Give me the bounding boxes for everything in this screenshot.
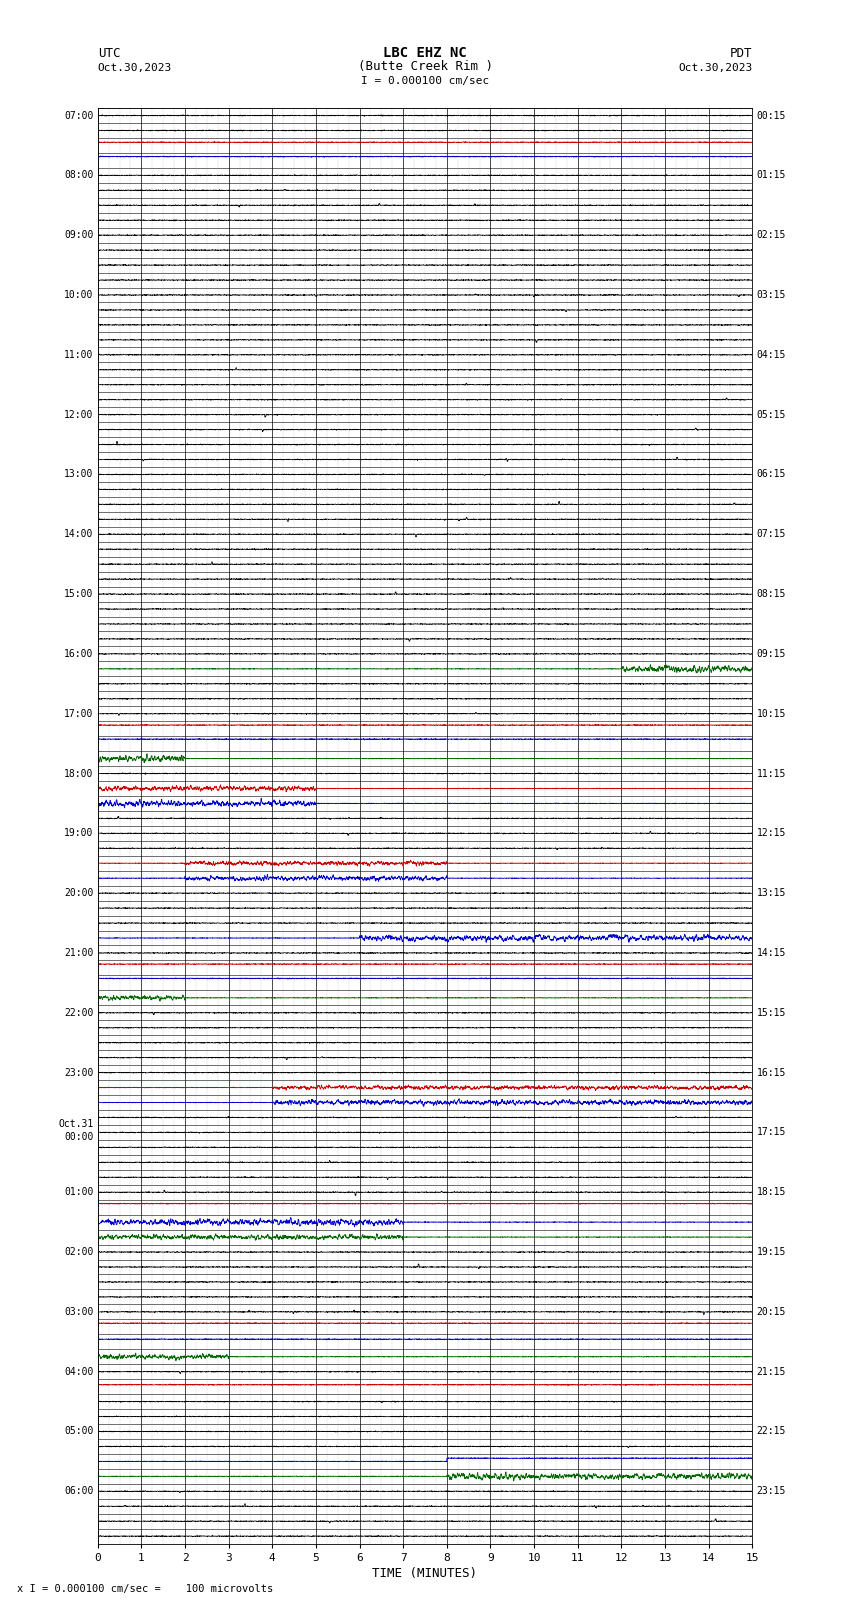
Text: 14:00: 14:00 <box>64 529 94 539</box>
Text: 17:15: 17:15 <box>756 1127 786 1137</box>
Text: 05:00: 05:00 <box>64 1426 94 1437</box>
Text: 21:15: 21:15 <box>756 1366 786 1376</box>
Text: 09:15: 09:15 <box>756 648 786 658</box>
Text: 08:15: 08:15 <box>756 589 786 598</box>
Text: x I = 0.000100 cm/sec =    100 microvolts: x I = 0.000100 cm/sec = 100 microvolts <box>17 1584 273 1594</box>
Text: 01:00: 01:00 <box>64 1187 94 1197</box>
Text: 11:00: 11:00 <box>64 350 94 360</box>
Text: 07:00: 07:00 <box>64 111 94 121</box>
Text: 18:00: 18:00 <box>64 768 94 779</box>
Text: 09:00: 09:00 <box>64 231 94 240</box>
Text: 18:15: 18:15 <box>756 1187 786 1197</box>
Text: 04:15: 04:15 <box>756 350 786 360</box>
Text: 11:15: 11:15 <box>756 768 786 779</box>
Text: 20:15: 20:15 <box>756 1307 786 1316</box>
Text: 03:15: 03:15 <box>756 290 786 300</box>
Text: 01:15: 01:15 <box>756 171 786 181</box>
Text: 15:15: 15:15 <box>756 1008 786 1018</box>
Text: 14:15: 14:15 <box>756 948 786 958</box>
Text: 21:00: 21:00 <box>64 948 94 958</box>
Text: 02:00: 02:00 <box>64 1247 94 1257</box>
Text: 00:15: 00:15 <box>756 111 786 121</box>
X-axis label: TIME (MINUTES): TIME (MINUTES) <box>372 1566 478 1579</box>
Text: 10:00: 10:00 <box>64 290 94 300</box>
Text: 19:15: 19:15 <box>756 1247 786 1257</box>
Text: 13:15: 13:15 <box>756 889 786 898</box>
Text: 15:00: 15:00 <box>64 589 94 598</box>
Text: 12:15: 12:15 <box>756 829 786 839</box>
Text: 22:15: 22:15 <box>756 1426 786 1437</box>
Text: 04:00: 04:00 <box>64 1366 94 1376</box>
Text: 23:00: 23:00 <box>64 1068 94 1077</box>
Text: (Butte Creek Rim ): (Butte Creek Rim ) <box>358 60 492 73</box>
Text: PDT: PDT <box>730 47 752 60</box>
Text: 17:00: 17:00 <box>64 708 94 719</box>
Text: 02:15: 02:15 <box>756 231 786 240</box>
Text: 20:00: 20:00 <box>64 889 94 898</box>
Text: 06:00: 06:00 <box>64 1486 94 1497</box>
Text: 16:00: 16:00 <box>64 648 94 658</box>
Text: LBC EHZ NC: LBC EHZ NC <box>383 47 467 60</box>
Text: Oct.31: Oct.31 <box>59 1119 94 1129</box>
Text: 03:00: 03:00 <box>64 1307 94 1316</box>
Text: 05:15: 05:15 <box>756 410 786 419</box>
Text: 07:15: 07:15 <box>756 529 786 539</box>
Text: 13:00: 13:00 <box>64 469 94 479</box>
Text: 16:15: 16:15 <box>756 1068 786 1077</box>
Text: 10:15: 10:15 <box>756 708 786 719</box>
Text: Oct.30,2023: Oct.30,2023 <box>678 63 752 73</box>
Text: 19:00: 19:00 <box>64 829 94 839</box>
Text: 00:00: 00:00 <box>64 1132 94 1142</box>
Text: 06:15: 06:15 <box>756 469 786 479</box>
Text: Oct.30,2023: Oct.30,2023 <box>98 63 172 73</box>
Text: 22:00: 22:00 <box>64 1008 94 1018</box>
Text: 23:15: 23:15 <box>756 1486 786 1497</box>
Text: 12:00: 12:00 <box>64 410 94 419</box>
Text: 08:00: 08:00 <box>64 171 94 181</box>
Text: I = 0.000100 cm/sec: I = 0.000100 cm/sec <box>361 76 489 85</box>
Text: UTC: UTC <box>98 47 120 60</box>
